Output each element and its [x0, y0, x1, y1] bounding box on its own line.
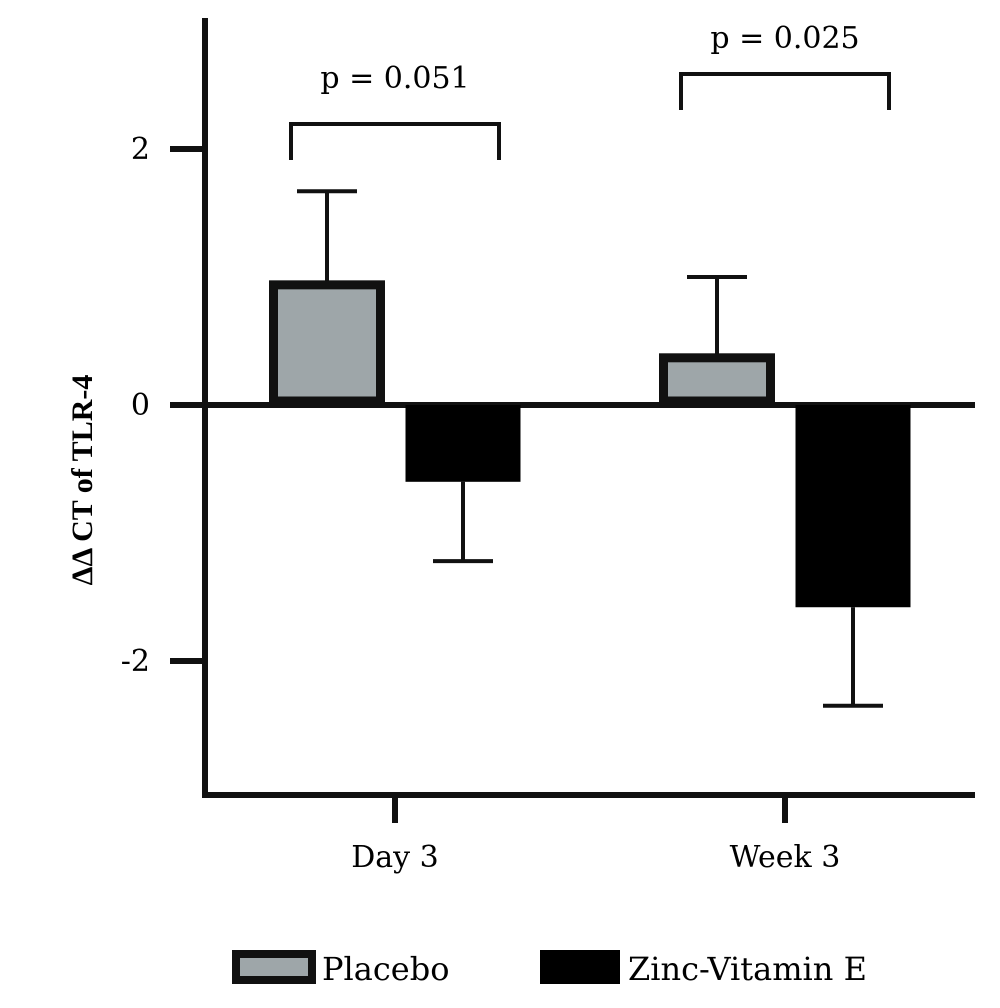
significance-bracket: [289, 122, 501, 160]
bar-placebo: [659, 353, 775, 406]
p-value-label: p = 0.025: [710, 21, 859, 56]
y-tick-label: 0: [131, 388, 150, 423]
bars: [269, 189, 911, 708]
legend-swatch-placebo: [232, 950, 316, 984]
y-tick-label: 2: [131, 132, 150, 167]
legend-label: Zinc-Vitamin E: [628, 950, 867, 988]
y-axis-label: ΔΔ CT of TLR-4: [66, 375, 99, 586]
x-tick-label: Week 3: [730, 840, 841, 875]
bar-placebo: [269, 280, 385, 406]
bar-zinc-vitamin-e: [795, 405, 911, 608]
annotations: p = 0.051 p = 0.025: [289, 21, 891, 160]
x-tick-label: Day 3: [351, 840, 439, 875]
legend: Placebo Zinc-Vitamin E: [232, 950, 867, 988]
legend-label: Placebo: [322, 950, 449, 988]
p-value-label: p = 0.051: [320, 61, 469, 96]
significance-bracket: [679, 72, 891, 110]
bar-zinc-vitamin-e: [405, 405, 521, 482]
y-tick-label: -2: [121, 644, 150, 679]
legend-swatch-zinc-vitamin-e: [540, 950, 620, 984]
